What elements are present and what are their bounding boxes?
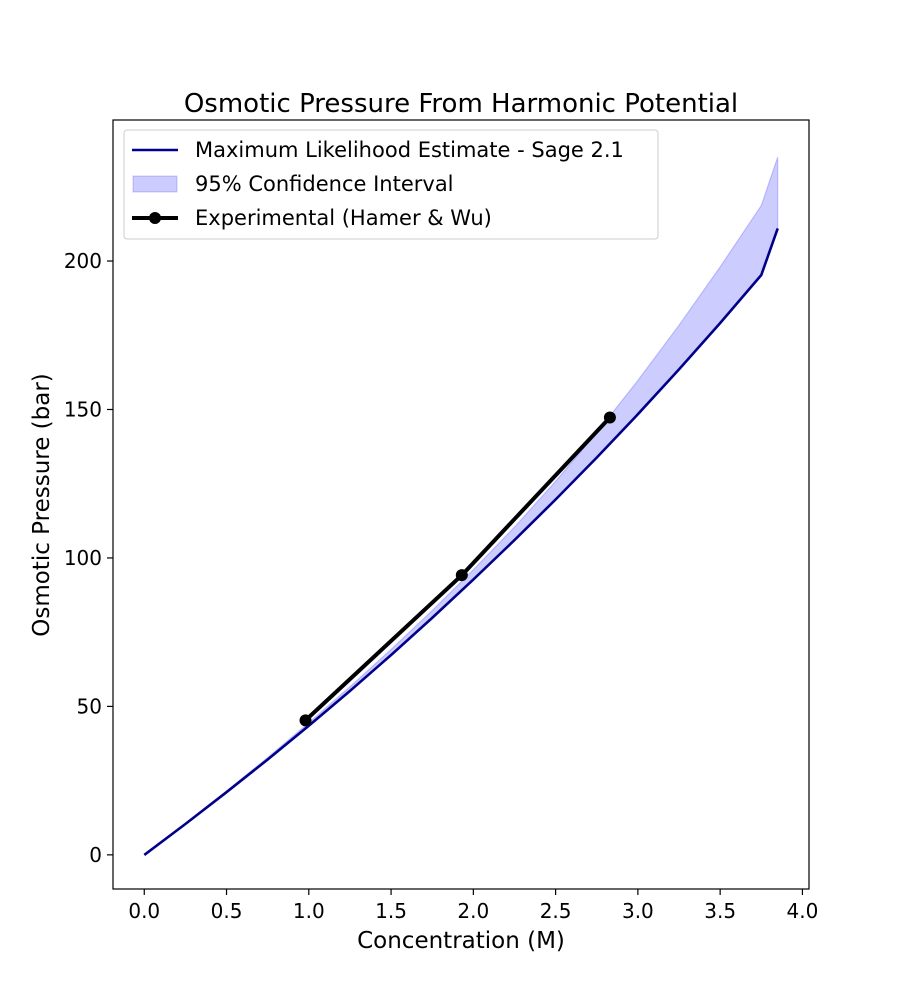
legend-box [123,129,659,240]
legend: Maximum Likelihood Estimate - Sage 2.1 95… [123,129,659,240]
y-tick-label: 0 [89,843,102,867]
x-tick-label: 0.5 [211,899,243,923]
y-tick-label: 100 [64,546,102,570]
x-tick-label: 1.5 [375,899,407,923]
plot-area: 0.0 0.5 1.0 1.5 2.0 2.5 3.0 3.5 4.0 0 50 100 150 200 M… [64,119,819,923]
legend-label: Experimental (Hamer & Wu) [195,206,492,230]
confidence-band [143,156,779,856]
legend-experimental-marker [149,212,161,224]
x-tick-label: 2.0 [457,899,489,923]
experimental-point [299,714,312,727]
experimental-point [455,569,468,582]
x-tick-label: 3.5 [704,899,736,923]
legend-label: Maximum Likelihood Estimate - Sage 2.1 [195,138,624,162]
y-tick-label: 50 [77,694,102,718]
chart-title: Osmotic Pressure From Harmonic Potential [184,89,738,119]
plot-frame [112,119,810,890]
experimental-line [304,416,612,722]
y-axis-label: Osmotic Pressure (bar) [29,373,55,637]
experimental-point [603,411,616,424]
legend-label: 95% Confidence Interval [195,172,454,196]
legend-band-swatch [132,175,178,193]
x-tick-label: 1.0 [293,899,325,923]
x-tick-label: 0.0 [128,899,160,923]
mle-line [143,227,779,856]
x-axis-label: Concentration (M) [357,928,565,954]
x-tick-label: 4.0 [787,899,819,923]
y-tick-label: 200 [64,249,102,273]
x-tick-label: 2.5 [540,899,572,923]
x-tick-label: 3.0 [622,899,654,923]
y-tick-label: 150 [64,397,102,421]
